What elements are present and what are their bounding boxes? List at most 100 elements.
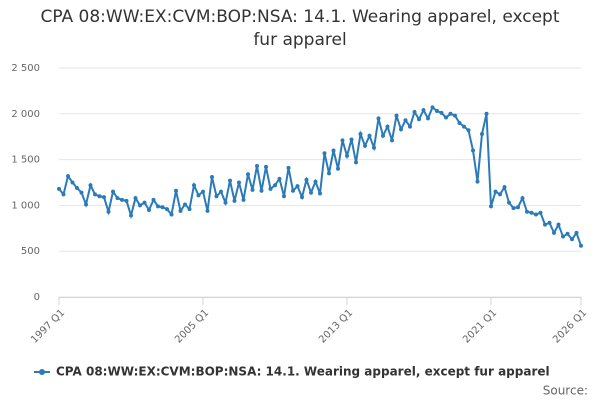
data-point <box>273 183 277 188</box>
data-point <box>79 190 84 195</box>
data-point <box>93 192 97 197</box>
data-point <box>412 109 417 114</box>
data-point <box>471 148 475 153</box>
data-point <box>156 204 160 209</box>
data-point <box>250 187 255 192</box>
data-point <box>313 179 318 184</box>
data-point <box>480 131 484 136</box>
data-point <box>426 116 430 121</box>
x-tick-label: 2021 Q1 <box>461 307 499 345</box>
data-point <box>291 188 295 193</box>
data-point <box>466 128 471 133</box>
data-point <box>300 195 304 200</box>
data-point <box>399 127 403 132</box>
data-point <box>183 202 187 207</box>
data-point <box>462 124 466 129</box>
data-point <box>556 222 561 227</box>
data-point <box>525 209 529 214</box>
data-point <box>309 190 313 195</box>
data-point <box>228 178 232 183</box>
data-point <box>259 188 264 193</box>
data-point <box>151 197 156 202</box>
source: Source: <box>543 384 588 398</box>
data-point <box>403 118 408 123</box>
data-point <box>385 124 390 129</box>
x-tick-label: 2005 Q1 <box>173 307 211 345</box>
data-point <box>174 188 178 193</box>
data-point <box>124 198 129 203</box>
x-tick-label: 1997 Q1 <box>29 307 67 345</box>
data-point <box>543 222 547 227</box>
data-point <box>237 180 241 185</box>
data-point <box>367 133 372 138</box>
data-point <box>336 166 340 171</box>
data-point <box>421 108 426 113</box>
data-point <box>318 191 322 196</box>
data-point <box>84 202 88 207</box>
chart-title: CPA 08:WW:EX:CVM:BOP:NSA: 14.1. Wearing … <box>40 7 560 50</box>
y-tick-label: 1 500 <box>11 155 40 166</box>
series-line <box>58 105 582 247</box>
data-point <box>70 180 75 185</box>
data-point <box>349 137 354 142</box>
y-tick-label: 1 000 <box>11 200 40 211</box>
data-point <box>511 206 516 211</box>
legend-label: CPA 08:WW:EX:CVM:BOP:NSA: 14.1. Wearing … <box>56 365 550 379</box>
data-point <box>381 133 385 138</box>
data-point <box>142 200 147 205</box>
data-point <box>340 138 345 143</box>
data-point <box>435 109 439 114</box>
x-tick-label: 2026 Q1 <box>551 307 589 345</box>
data-point <box>484 111 489 116</box>
data-point <box>417 117 421 122</box>
x-tick-label: 2013 Q1 <box>317 307 355 345</box>
data-point <box>520 196 525 201</box>
data-point <box>475 179 480 184</box>
data-point <box>529 210 534 215</box>
data-point <box>219 189 223 194</box>
data-point <box>327 171 331 176</box>
data-point <box>160 205 165 210</box>
data-point <box>120 197 124 202</box>
data-point <box>295 184 300 189</box>
y-tick-label: 0 <box>34 292 40 303</box>
data-point <box>552 230 556 235</box>
data-point <box>268 186 273 191</box>
data-point <box>61 192 66 197</box>
data-point <box>241 197 246 202</box>
data-point <box>102 195 106 200</box>
data-point <box>277 176 282 181</box>
data-point <box>390 138 394 143</box>
data-point <box>547 220 552 225</box>
data-point <box>196 193 201 198</box>
data-point <box>376 116 381 121</box>
data-point <box>345 153 349 158</box>
data-point <box>354 160 358 165</box>
data-point <box>570 237 574 242</box>
data-point <box>561 234 565 239</box>
data-point <box>187 207 192 212</box>
data-point <box>255 164 259 169</box>
data-point <box>363 143 367 148</box>
data-point <box>430 105 435 110</box>
data-point <box>565 231 570 236</box>
data-point <box>129 213 133 218</box>
data-point <box>574 230 579 235</box>
data-point <box>214 194 219 199</box>
data-point <box>444 115 448 120</box>
data-point <box>232 198 237 203</box>
data-point <box>264 164 268 169</box>
data-point <box>489 204 493 209</box>
y-tick-label: 2 500 <box>11 63 40 74</box>
data-point <box>165 207 169 212</box>
y-tick-label: 500 <box>21 246 40 257</box>
data-point <box>169 212 174 217</box>
data-point <box>498 192 502 197</box>
y-tick-label: 2 000 <box>11 109 40 120</box>
data-point <box>133 196 138 201</box>
data-point <box>538 210 543 215</box>
data-point <box>106 209 111 214</box>
data-point <box>304 177 309 182</box>
data-point <box>210 175 214 180</box>
data-point <box>57 186 61 191</box>
